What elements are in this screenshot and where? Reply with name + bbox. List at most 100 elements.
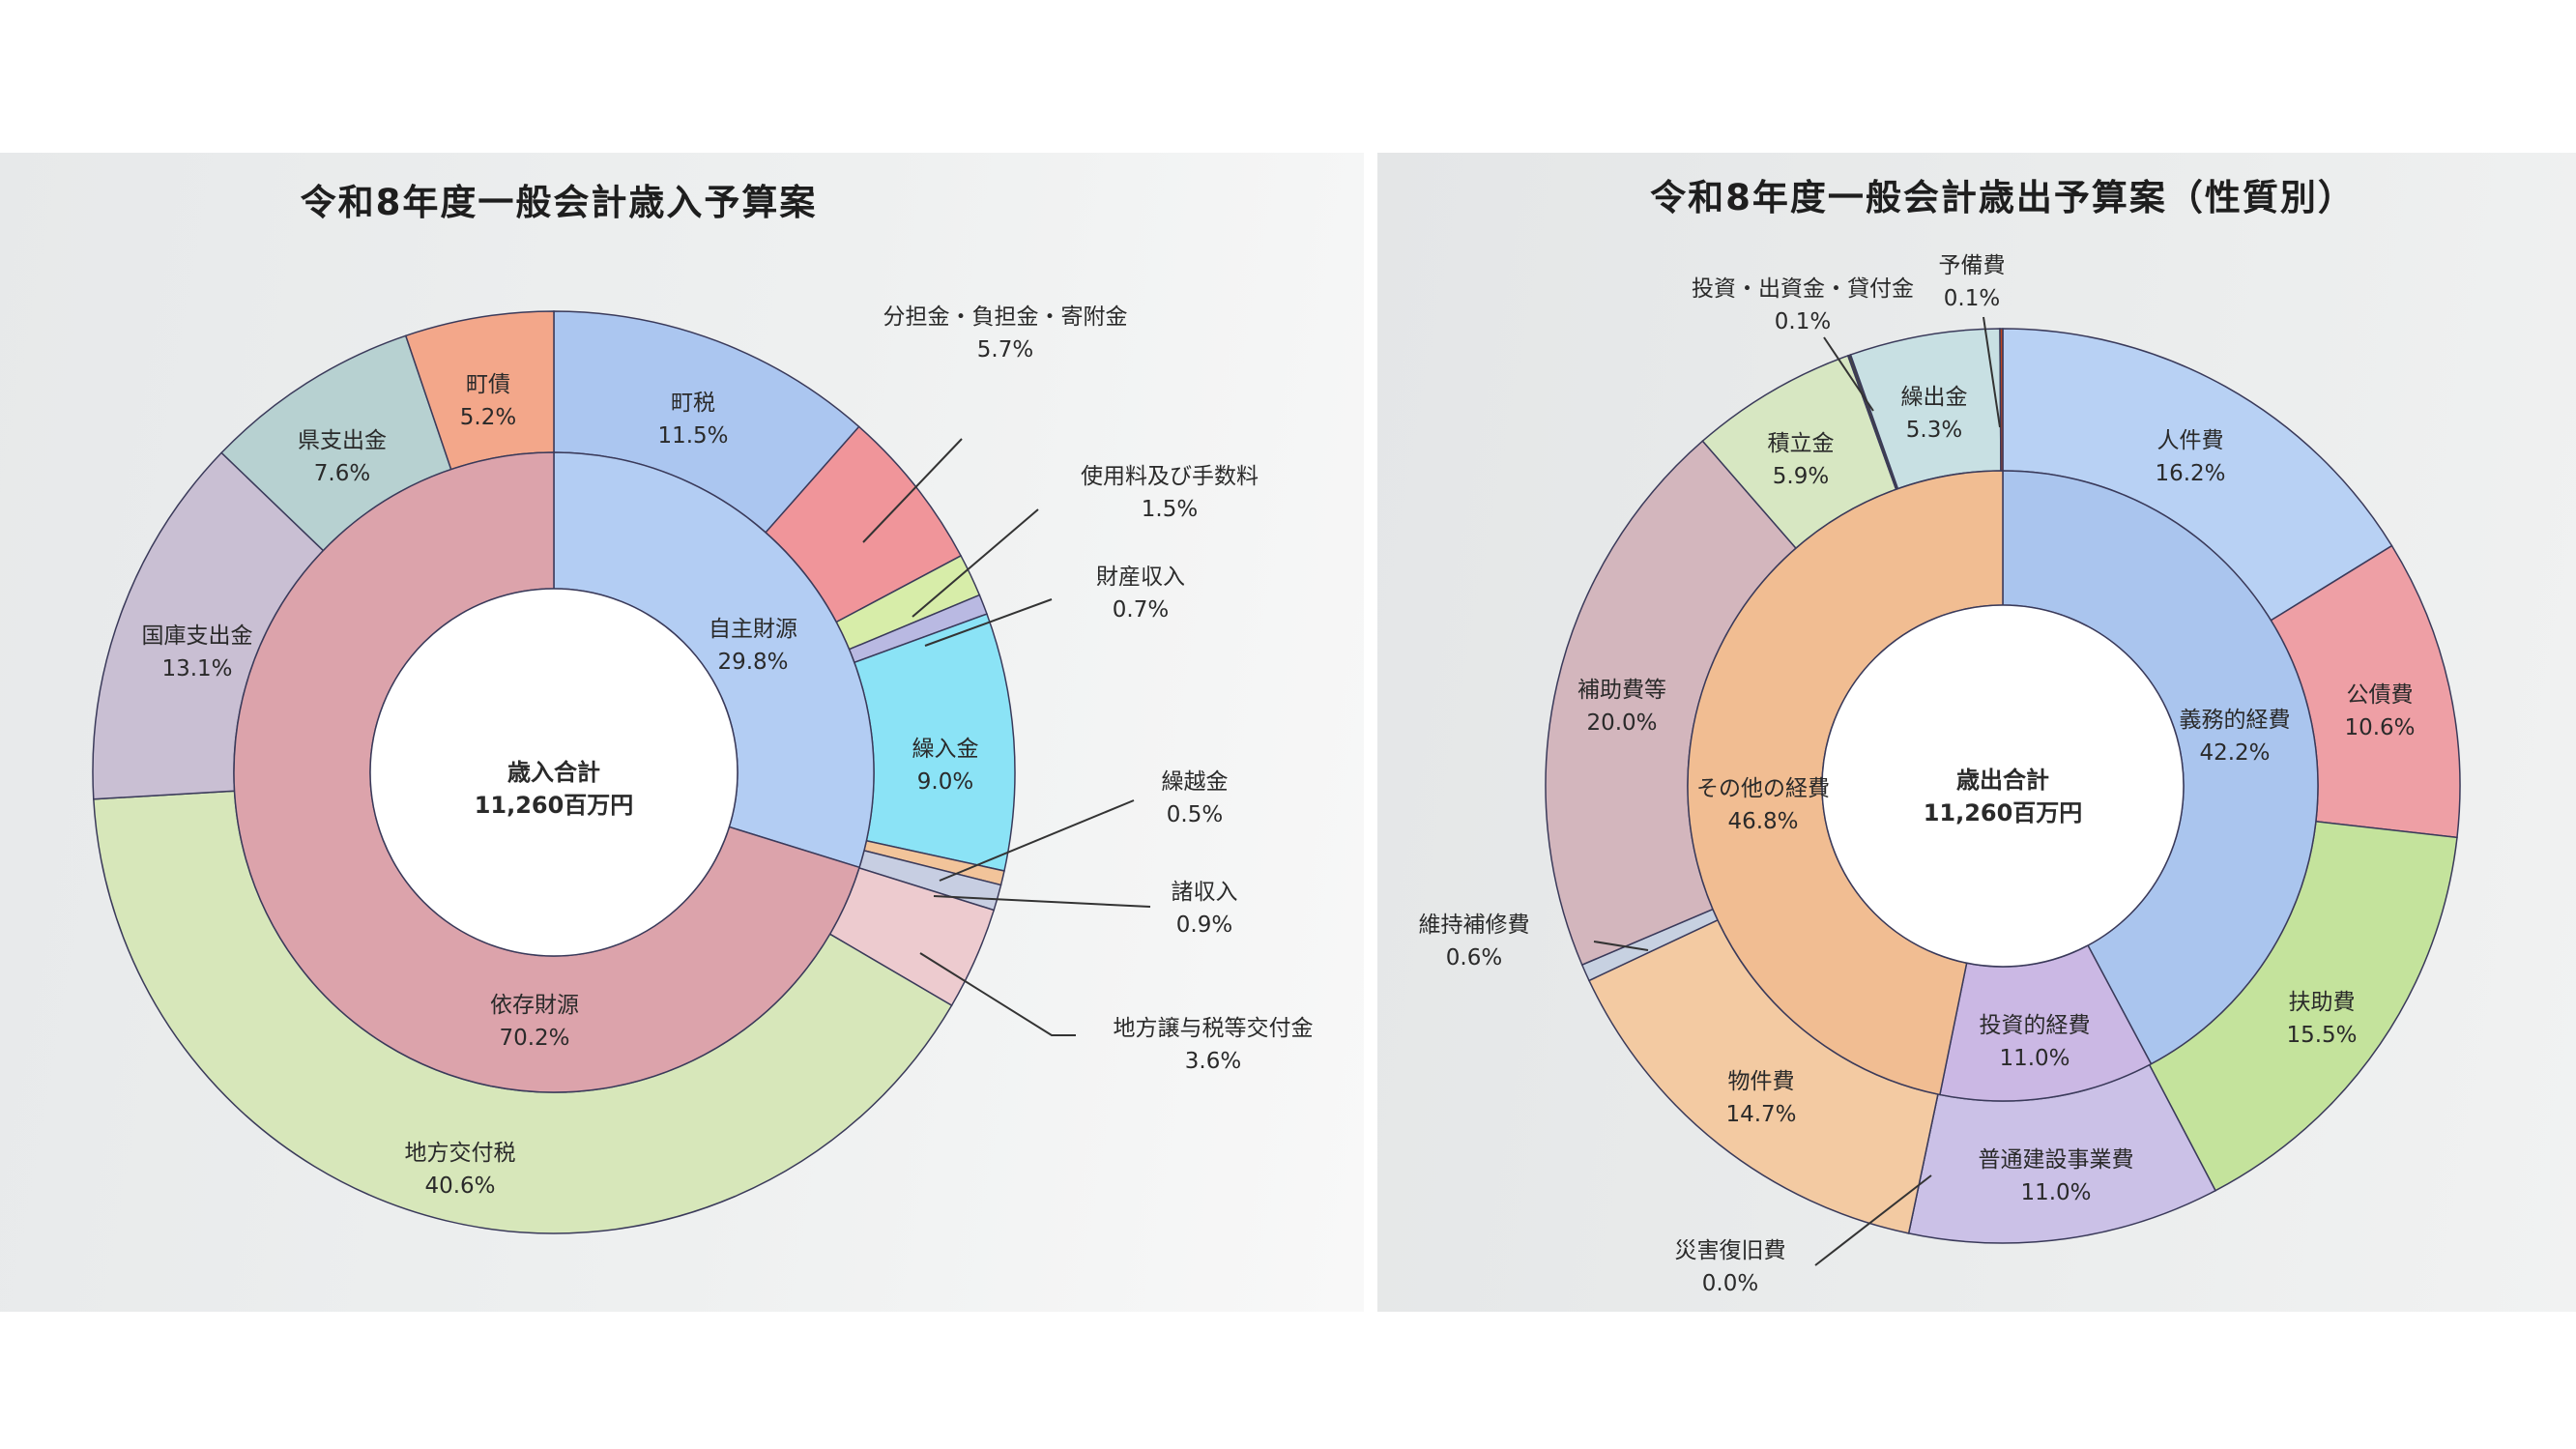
chart-title: 令和8年度一般会計歳出予算案（性質別） xyxy=(1650,177,2356,218)
leader-line xyxy=(1983,316,2001,428)
leader-line xyxy=(862,438,963,543)
segment-label-name: 国庫支出金 xyxy=(141,623,253,649)
segment-label-name: 自主財源 xyxy=(709,617,797,642)
segment-label-name: 普通建設事業費 xyxy=(1978,1147,2134,1173)
center-value: 11,260百万円 xyxy=(474,792,634,819)
segment-label-value: 5.7% xyxy=(976,337,1034,362)
segment-label-value: 0.6% xyxy=(1445,945,1503,971)
center-label: 歳出合計 xyxy=(1956,767,2049,794)
segment-label-name: 繰越金 xyxy=(1161,769,1229,795)
segment-label-value: 46.8% xyxy=(1727,809,1799,834)
segment-label-name: 使用料及び手数料 xyxy=(1081,464,1259,489)
leader-line xyxy=(1593,941,1649,951)
segment-label-name: 災害復旧費 xyxy=(1674,1238,1786,1263)
segment-label-name: 分担金・負担金・寄附金 xyxy=(883,304,1128,330)
inner-segment-label: 義務的経費 42.2% xyxy=(2180,704,2291,769)
segment-label-name: 投資的経費 xyxy=(1979,1013,2091,1038)
segment-label-name: 公債費 xyxy=(2346,682,2414,708)
segment-label-name: 繰入金 xyxy=(912,737,979,762)
outer-segment-label: 扶助費 15.5% xyxy=(2286,986,2357,1052)
chart-title: 令和8年度一般会計歳入予算案 xyxy=(300,182,818,223)
leader-line xyxy=(912,508,1039,618)
segment-label-value: 16.2% xyxy=(2155,461,2226,486)
outer-segment-label: 繰越金 0.5% xyxy=(1162,766,1229,831)
segment-label-name: 予備費 xyxy=(1938,253,2006,278)
inner-segment-label: その他の経費 46.8% xyxy=(1696,772,1830,838)
inner-segment-label: 依存財源 70.2% xyxy=(490,989,579,1055)
segment-label-name: 依存財源 xyxy=(490,993,579,1018)
segment-label-value: 70.2% xyxy=(499,1026,570,1051)
segment-label-name: 人件費 xyxy=(2156,428,2224,453)
segment-label-name: 地方交付税 xyxy=(404,1141,516,1166)
inner-segment-label: 投資的経費 11.0% xyxy=(1980,1009,2091,1075)
segment-label-name: 諸収入 xyxy=(1171,880,1238,905)
segment-label-value: 0.1% xyxy=(1943,286,2001,311)
segment-label-value: 0.7% xyxy=(1112,597,1170,623)
segment-label-value: 20.0% xyxy=(1586,710,1658,736)
segment-label-value: 3.6% xyxy=(1184,1049,1242,1074)
segment-label-value: 7.6% xyxy=(313,461,371,486)
segment-label-value: 5.3% xyxy=(1905,418,1963,443)
segment-label-value: 40.6% xyxy=(424,1174,496,1199)
segment-label-name: 繰出金 xyxy=(1900,385,1968,410)
segment-label-value: 10.6% xyxy=(2344,715,2416,740)
outer-segment-label: 使用料及び手数料 1.5% xyxy=(1081,460,1259,526)
outer-segment-label: 町税 11.5% xyxy=(657,387,728,452)
segment-label-name: 町税 xyxy=(670,391,715,416)
segment-label-name: その他の経費 xyxy=(1696,776,1830,801)
segment-label-value: 1.5% xyxy=(1141,497,1199,522)
segment-label-value: 29.8% xyxy=(717,650,789,675)
segment-label-name: 補助費等 xyxy=(1577,678,1666,703)
outer-segment-label: 人件費 16.2% xyxy=(2155,424,2225,490)
outer-segment-label: 公債費 10.6% xyxy=(2344,679,2415,744)
donut-hole xyxy=(1821,604,2185,968)
leader-line xyxy=(939,799,1135,882)
outer-segment-label: 繰入金 9.0% xyxy=(912,733,979,798)
outer-segment-label: 物件費 14.7% xyxy=(1725,1065,1796,1131)
segment-label-name: 県支出金 xyxy=(298,428,387,453)
center-total: 歳出合計 11,260百万円 xyxy=(1924,764,2083,829)
outer-segment-label: 地方譲与税等交付金 3.6% xyxy=(1114,1012,1314,1078)
donut-hole xyxy=(369,588,738,957)
outer-segment-label: 繰出金 5.3% xyxy=(1901,381,1968,447)
leader-line xyxy=(919,952,1076,1036)
leader-line xyxy=(1814,1174,1932,1266)
center-total: 歳入合計 11,260百万円 xyxy=(475,756,634,822)
segment-label-value: 15.5% xyxy=(2286,1023,2358,1048)
segment-label-name: 投資・出資金・貸付金 xyxy=(1692,276,1914,302)
segment-label-value: 14.7% xyxy=(1725,1102,1797,1127)
outer-ring-segment xyxy=(1999,328,2004,472)
outer-segment-label: 分担金・負担金・寄附金 5.7% xyxy=(883,301,1128,366)
segment-label-value: 13.1% xyxy=(161,656,233,681)
inner-segment-label: 自主財源 29.8% xyxy=(709,613,797,679)
segment-label-value: 11.0% xyxy=(2020,1180,2092,1205)
outer-segment-label: 普通建設事業費 11.0% xyxy=(1979,1144,2134,1209)
leader-line xyxy=(924,598,1053,647)
segment-label-name: 物件費 xyxy=(1727,1069,1795,1094)
center-label: 歳入合計 xyxy=(507,759,600,786)
outer-segment-label: 予備費 0.1% xyxy=(1939,249,2006,315)
segment-label-name: 扶助費 xyxy=(2288,990,2356,1015)
segment-label-name: 財産収入 xyxy=(1096,565,1185,590)
segment-label-value: 9.0% xyxy=(916,769,974,795)
outer-segment-label: 国庫支出金 13.1% xyxy=(142,620,253,685)
segment-label-value: 11.0% xyxy=(1999,1046,2070,1071)
outer-segment-label: 県支出金 7.6% xyxy=(298,424,387,490)
segment-label-name: 積立金 xyxy=(1767,431,1835,456)
segment-label-value: 0.9% xyxy=(1175,913,1233,938)
outer-segment-label: 投資・出資金・貸付金 0.1% xyxy=(1692,273,1914,338)
outer-segment-label: 災害復旧費 0.0% xyxy=(1675,1234,1786,1300)
segment-label-value: 0.0% xyxy=(1701,1271,1759,1296)
leader-line xyxy=(1823,336,1874,412)
segment-label-name: 町債 xyxy=(466,372,510,397)
outer-segment-label: 町債 5.2% xyxy=(460,368,516,434)
segment-label-name: 地方譲与税等交付金 xyxy=(1113,1016,1314,1041)
segment-label-value: 5.9% xyxy=(1772,464,1830,489)
segment-label-value: 42.2% xyxy=(2199,740,2271,766)
segment-label-name: 維持補修費 xyxy=(1418,913,1530,938)
segment-label-value: 5.2% xyxy=(459,405,517,430)
segment-label-value: 0.1% xyxy=(1774,309,1832,334)
center-value: 11,260百万円 xyxy=(1923,799,2083,826)
outer-segment-label: 諸収入 0.9% xyxy=(1172,876,1238,942)
